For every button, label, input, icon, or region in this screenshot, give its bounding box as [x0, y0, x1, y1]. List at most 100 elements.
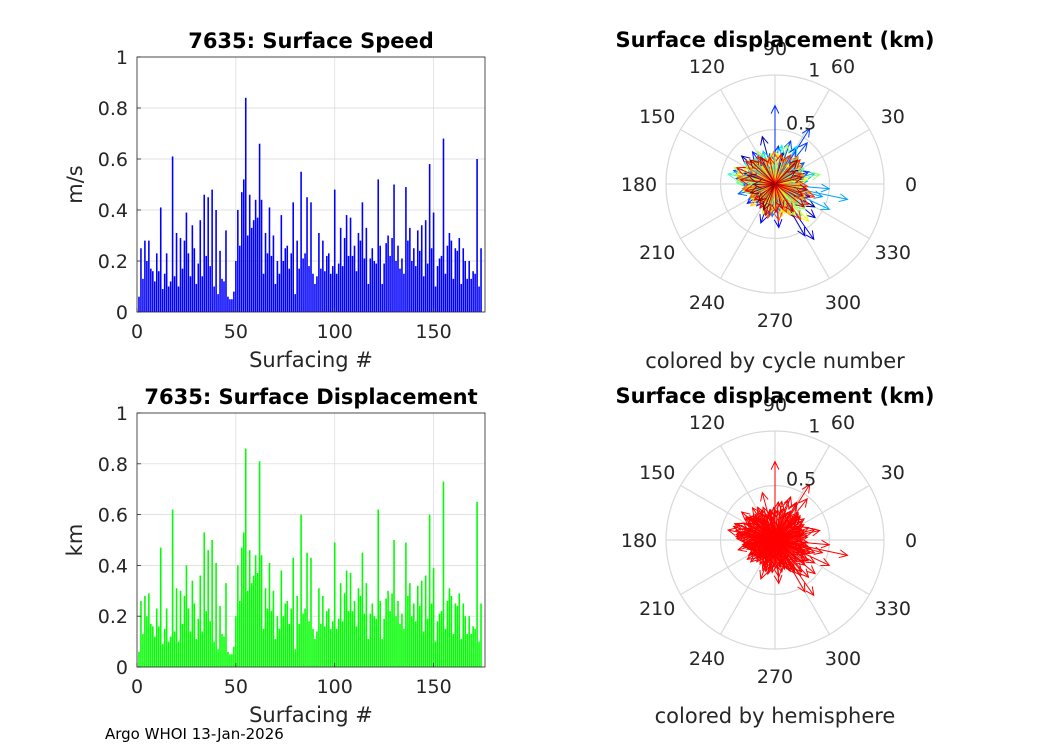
- bar: [361, 202, 364, 312]
- arrow-shaft: [774, 515, 798, 541]
- bar: [405, 187, 407, 312]
- arrow-shaft: [774, 539, 805, 564]
- bar: [424, 575, 427, 667]
- bar: [310, 202, 312, 312]
- bar: [272, 590, 275, 667]
- arrow-shaft: [774, 154, 791, 185]
- bar: [430, 248, 433, 312]
- bar: [254, 555, 257, 667]
- bar: [152, 626, 154, 667]
- bar: [480, 248, 482, 312]
- angle-label: 120: [689, 56, 725, 78]
- arrow-head: [805, 199, 816, 208]
- arrow-shaft: [757, 183, 776, 202]
- arrow-head: [737, 543, 748, 553]
- bar: [416, 230, 419, 312]
- arrow-head: [786, 526, 797, 536]
- bar: [209, 621, 211, 667]
- arrow-shaft: [774, 539, 808, 547]
- bar: [235, 616, 237, 667]
- bar: [270, 611, 273, 667]
- arrow-head: [756, 552, 766, 563]
- bar: [403, 273, 405, 312]
- bar: [320, 268, 322, 312]
- bar: [155, 253, 158, 312]
- arrow-head: [775, 153, 784, 164]
- bar: [476, 159, 478, 312]
- arrow-head: [739, 176, 750, 186]
- bar: [181, 268, 184, 312]
- arrow-shaft: [745, 160, 776, 185]
- bar: [167, 641, 170, 667]
- angle-label: 300: [825, 648, 861, 670]
- bar: [454, 248, 457, 312]
- bar: [189, 276, 192, 312]
- radial-label: 0.5: [786, 468, 816, 490]
- bar: [221, 278, 223, 312]
- radial-label: 1: [808, 416, 820, 438]
- arrow-head: [749, 553, 760, 563]
- bar: [215, 210, 217, 312]
- bar: [171, 509, 174, 667]
- bar: [409, 227, 411, 312]
- arrow-head: [740, 155, 751, 165]
- bar: [478, 641, 480, 667]
- arrow-head: [838, 193, 849, 203]
- bar: [464, 261, 467, 312]
- bar: [213, 641, 215, 667]
- bar: [409, 583, 411, 667]
- bar: [197, 618, 200, 667]
- bar: [288, 623, 291, 667]
- arrow-head: [820, 558, 831, 566]
- bar: [426, 618, 429, 667]
- y-tick-label: 1: [116, 47, 128, 69]
- x-tick-label: 0: [131, 676, 143, 698]
- bar: [422, 631, 425, 667]
- bar: [351, 255, 354, 312]
- bar: [391, 593, 393, 667]
- bar: [329, 628, 332, 667]
- bar: [474, 273, 476, 312]
- arrow-shaft: [760, 512, 776, 541]
- arrow-shaft: [774, 510, 791, 541]
- arrow-shaft: [748, 167, 776, 185]
- bar: [363, 258, 366, 312]
- bar: [331, 621, 334, 667]
- bar: [278, 273, 281, 312]
- arrow-head: [740, 511, 751, 521]
- bar: [359, 595, 362, 667]
- bar: [426, 263, 429, 312]
- bar: [349, 573, 352, 667]
- arrow-head: [797, 226, 806, 237]
- bar: [413, 248, 415, 312]
- bar: [183, 595, 186, 667]
- arrow-shaft: [759, 539, 776, 565]
- angle-label: 150: [639, 106, 675, 128]
- bar: [306, 197, 308, 312]
- x-tick-label: 150: [415, 321, 451, 343]
- bar: [369, 613, 372, 667]
- arrow-head: [798, 184, 809, 193]
- arrow-head: [769, 506, 779, 516]
- bar: [302, 258, 304, 312]
- x-axis-label: Surfacing #: [249, 703, 373, 727]
- arrow-head: [806, 565, 816, 575]
- arrow-head: [746, 529, 758, 538]
- bar: [359, 240, 362, 312]
- bar: [440, 611, 443, 667]
- bar: [239, 600, 241, 667]
- arrow-shaft: [754, 183, 776, 201]
- angle-label: 150: [639, 462, 675, 484]
- bar: [365, 583, 368, 667]
- arrow-head: [758, 193, 768, 203]
- bar: [369, 258, 372, 312]
- arrow-head: [767, 559, 777, 570]
- bar: [367, 283, 370, 312]
- bar: [335, 628, 338, 667]
- bar: [229, 299, 231, 312]
- arrow-head: [776, 200, 785, 211]
- arrow-shaft: [736, 523, 776, 541]
- arrow-head: [775, 509, 784, 520]
- bar: [357, 232, 360, 312]
- bar: [298, 268, 300, 312]
